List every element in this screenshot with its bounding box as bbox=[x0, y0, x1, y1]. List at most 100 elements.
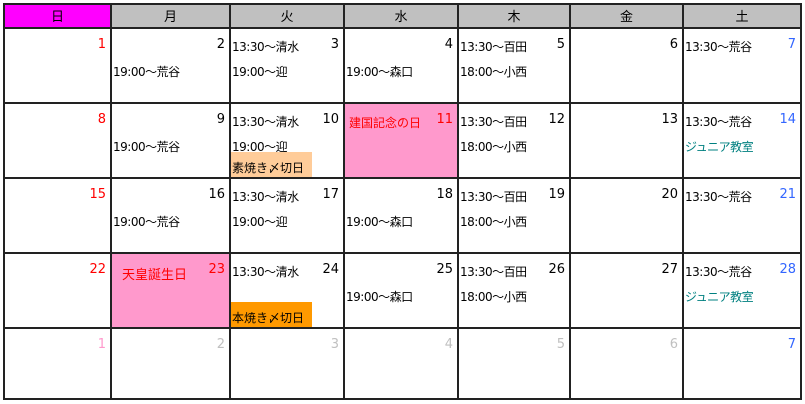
day-number: 15 bbox=[89, 187, 106, 202]
day-number: 24 bbox=[322, 262, 339, 277]
day-cell[interactable]: 17 13:30〜清水 19:00〜迎 bbox=[231, 179, 345, 254]
holiday-name: 建国記念の日 bbox=[349, 116, 422, 130]
schedule-entry: ジュニア教室 bbox=[685, 140, 754, 154]
day-cell[interactable]: 1 bbox=[5, 29, 112, 104]
day-number: 6 bbox=[669, 37, 678, 52]
schedule-entry: 13:30〜百田 bbox=[460, 265, 527, 279]
schedule-entry: 13:30〜清水 bbox=[232, 40, 299, 54]
day-number: 10 bbox=[322, 112, 339, 127]
day-number: 3 bbox=[330, 37, 339, 52]
day-cell[interactable]: 16 19:00〜荒谷 bbox=[112, 179, 231, 254]
schedule-entry: 13:30〜百田 bbox=[460, 115, 527, 129]
day-cell[interactable]: 23 天皇誕生日 bbox=[112, 254, 231, 329]
schedule-entry: 19:00〜迎 bbox=[232, 65, 288, 79]
day-cell[interactable]: 4 bbox=[345, 329, 459, 398]
day-number: 3 bbox=[330, 337, 339, 352]
day-cell[interactable]: 24 13:30〜清水本焼き〆切日 bbox=[231, 254, 345, 329]
day-cell[interactable]: 28 13:30〜荒谷 ジュニア教室 bbox=[684, 254, 800, 329]
day-cell[interactable]: 15 bbox=[5, 179, 112, 254]
day-number: 12 bbox=[548, 112, 565, 127]
day-cell[interactable]: 25 19:00〜森口 bbox=[345, 254, 459, 329]
day-number: 2 bbox=[216, 337, 225, 352]
day-cell[interactable]: 26 13:30〜百田 18:00〜小西 bbox=[459, 254, 571, 329]
day-cell[interactable]: 13 bbox=[571, 104, 684, 179]
schedule-entry: 18:00〜小西 bbox=[460, 215, 527, 229]
day-number: 20 bbox=[661, 187, 678, 202]
day-number: 6 bbox=[669, 337, 678, 352]
day-cell[interactable]: 20 bbox=[571, 179, 684, 254]
day-cell[interactable]: 12 13:30〜百田 18:00〜小西 bbox=[459, 104, 571, 179]
day-cell[interactable]: 10 13:30〜清水 19:00〜迎 素焼き〆切日 bbox=[231, 104, 345, 179]
day-cell[interactable]: 4 19:00〜森口 bbox=[345, 29, 459, 104]
day-cell[interactable]: 7 bbox=[684, 329, 800, 398]
day-number: 17 bbox=[322, 187, 339, 202]
weekday-header-mon: 月 bbox=[112, 5, 231, 29]
day-number: 1 bbox=[97, 37, 106, 52]
day-cell[interactable]: 2 bbox=[112, 329, 231, 398]
schedule-entry: 13:30〜荒谷 bbox=[685, 115, 752, 129]
weekday-header-sun: 日 bbox=[5, 5, 112, 29]
day-number: 22 bbox=[89, 262, 106, 277]
day-number: 7 bbox=[787, 37, 796, 52]
schedule-entry: 13:30〜清水 bbox=[232, 265, 299, 279]
day-number: 23 bbox=[208, 262, 225, 277]
holiday-name: 天皇誕生日 bbox=[122, 268, 188, 283]
schedule-entry: 18:00〜小西 bbox=[460, 65, 527, 79]
schedule-entry: 19:00〜荒谷 bbox=[113, 140, 180, 154]
day-number: 19 bbox=[548, 187, 565, 202]
day-number: 11 bbox=[436, 112, 453, 127]
schedule-entry: 13:30〜清水 bbox=[232, 115, 299, 129]
day-number: 18 bbox=[436, 187, 453, 202]
day-cell[interactable]: 3 bbox=[231, 329, 345, 398]
day-cell[interactable]: 7 13:30〜荒谷 bbox=[684, 29, 800, 104]
day-cell[interactable]: 14 13:30〜荒谷 ジュニア教室 bbox=[684, 104, 800, 179]
day-cell[interactable]: 18 19:00〜森口 bbox=[345, 179, 459, 254]
schedule-entry: 13:30〜清水 bbox=[232, 190, 299, 204]
day-cell[interactable]: 8 bbox=[5, 104, 112, 179]
schedule-entry: 19:00〜森口 bbox=[346, 65, 413, 79]
day-cell[interactable]: 2 19:00〜荒谷 bbox=[112, 29, 231, 104]
deadline-tag: 素焼き〆切日 bbox=[231, 152, 312, 177]
weekday-header-fri: 金 bbox=[571, 5, 684, 29]
day-cell[interactable]: 11 建国記念の日 bbox=[345, 104, 459, 179]
deadline-tag: 本焼き〆切日 bbox=[231, 302, 312, 327]
day-number: 21 bbox=[779, 187, 796, 202]
schedule-entry: 19:00〜荒谷 bbox=[113, 65, 180, 79]
schedule-entry: 13:30〜荒谷 bbox=[685, 40, 752, 54]
day-cell[interactable]: 27 bbox=[571, 254, 684, 329]
day-number: 8 bbox=[97, 112, 106, 127]
schedule-entry: 18:00〜小西 bbox=[460, 290, 527, 304]
day-cell[interactable]: 3 13:30〜清水 19:00〜迎 bbox=[231, 29, 345, 104]
schedule-entry: 19:00〜荒谷 bbox=[113, 215, 180, 229]
day-number: 5 bbox=[556, 37, 565, 52]
day-cell[interactable]: 5 13:30〜百田 18:00〜小西 bbox=[459, 29, 571, 104]
day-cell[interactable]: 1 bbox=[5, 329, 112, 398]
schedule-entry: 19:00〜迎 bbox=[232, 215, 288, 229]
day-cell[interactable]: 21 13:30〜荒谷 bbox=[684, 179, 800, 254]
day-number: 2 bbox=[216, 37, 225, 52]
day-number: 7 bbox=[787, 337, 796, 352]
schedule-entry: 19:00〜森口 bbox=[346, 290, 413, 304]
day-number: 4 bbox=[444, 37, 453, 52]
weekday-header-thu: 木 bbox=[459, 5, 571, 29]
schedule-entry: ジュニア教室 bbox=[685, 290, 754, 304]
schedule-entry: 13:30〜百田 bbox=[460, 190, 527, 204]
day-cell[interactable]: 19 13:30〜百田 18:00〜小西 bbox=[459, 179, 571, 254]
day-number: 14 bbox=[779, 112, 796, 127]
schedule-entry: 18:00〜小西 bbox=[460, 140, 527, 154]
schedule-entry: 13:30〜荒谷 bbox=[685, 190, 752, 204]
day-number: 28 bbox=[779, 262, 796, 277]
weekday-header-sat: 土 bbox=[684, 5, 800, 29]
day-cell[interactable]: 6 bbox=[571, 329, 684, 398]
day-number: 13 bbox=[661, 112, 678, 127]
day-cell[interactable]: 5 bbox=[459, 329, 571, 398]
calendar-grid: 日月火水木金土 1 2 19:00〜荒谷 3 13:30〜清水 19:00〜迎 4 19:00〜… bbox=[3, 3, 802, 400]
schedule-entry: 19:00〜迎 bbox=[232, 140, 288, 154]
schedule-entry: 13:30〜荒谷 bbox=[685, 265, 752, 279]
day-cell[interactable]: 9 19:00〜荒谷 bbox=[112, 104, 231, 179]
day-cell[interactable]: 22 bbox=[5, 254, 112, 329]
day-number: 26 bbox=[548, 262, 565, 277]
day-number: 1 bbox=[97, 337, 106, 352]
day-number: 4 bbox=[444, 337, 453, 352]
day-cell[interactable]: 6 bbox=[571, 29, 684, 104]
